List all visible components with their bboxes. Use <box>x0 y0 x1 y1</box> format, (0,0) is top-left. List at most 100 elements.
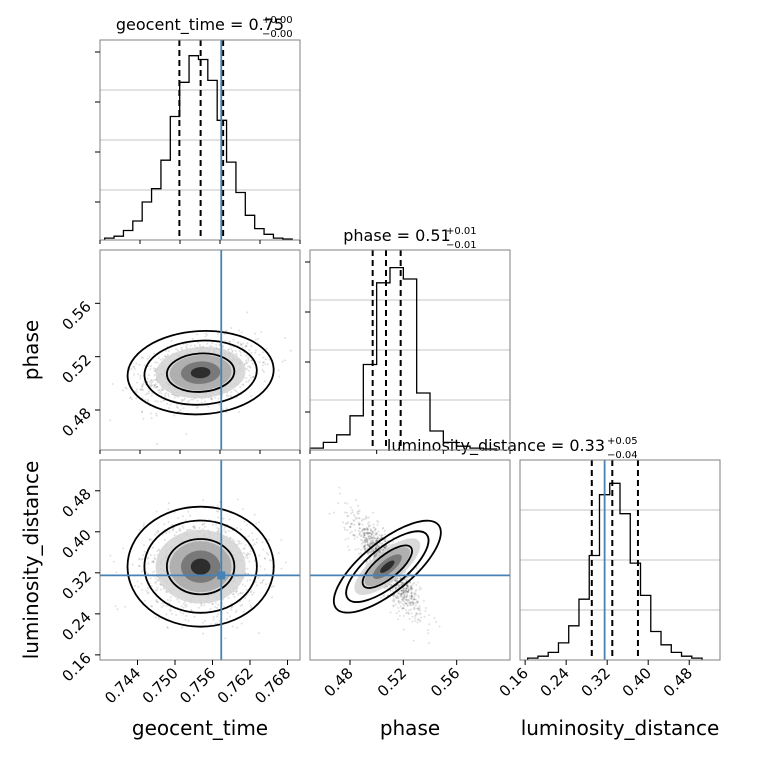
sample-point <box>150 538 153 541</box>
sample-point <box>401 580 404 583</box>
sample-point <box>217 397 220 400</box>
sample-point <box>245 377 248 380</box>
sample-point <box>178 529 181 532</box>
sample-point <box>416 607 419 610</box>
sample-point <box>372 537 375 540</box>
sample-point <box>230 347 233 350</box>
sample-point <box>367 524 370 527</box>
sample-point <box>419 613 422 616</box>
sample-point <box>363 539 366 542</box>
title-geocent-time-sub: −0.00 <box>262 29 293 40</box>
sample-point <box>255 541 258 544</box>
sample-point <box>153 557 156 560</box>
sample-point <box>367 525 370 528</box>
sample-point <box>221 408 224 411</box>
sample-point <box>350 512 353 515</box>
sample-point <box>167 521 170 524</box>
sample-point <box>344 538 347 541</box>
sample-point <box>369 541 372 544</box>
sample-point <box>140 558 143 561</box>
sample-point <box>406 591 409 594</box>
sample-point <box>245 354 248 357</box>
sample-point <box>382 526 385 529</box>
sample-point <box>225 407 228 410</box>
title-geocent-time: geocent_time = 0.75 <box>116 15 284 35</box>
sample-point <box>328 512 331 515</box>
sample-point <box>248 349 251 352</box>
sample-point <box>374 548 377 551</box>
sample-point <box>364 539 367 542</box>
sample-point <box>405 594 408 597</box>
sample-point <box>245 361 248 364</box>
sample-point <box>406 585 409 588</box>
sample-point <box>259 581 262 584</box>
sample-point <box>383 546 386 549</box>
sample-point <box>157 529 160 532</box>
sample-point <box>405 584 408 587</box>
sample-point <box>367 545 370 548</box>
sample-point <box>377 551 380 554</box>
sample-point <box>401 602 404 605</box>
sample-point <box>338 492 341 495</box>
sample-point <box>167 350 170 353</box>
sample-point <box>187 619 190 622</box>
sample-point <box>360 542 363 545</box>
sample-point <box>392 540 395 543</box>
sample-point <box>375 538 378 541</box>
sample-point <box>402 597 405 600</box>
sample-point <box>226 611 229 614</box>
sample-point <box>146 377 149 380</box>
sample-point <box>116 608 119 611</box>
sample-point <box>281 360 284 363</box>
sample-point <box>403 591 406 594</box>
xtick-label-geocent-time: 0.756 <box>176 664 219 707</box>
sample-point <box>190 398 193 401</box>
sample-point <box>149 577 152 580</box>
sample-point <box>162 357 165 360</box>
sample-point <box>357 512 360 515</box>
sample-point <box>197 606 200 609</box>
sample-point <box>383 546 386 549</box>
sample-point <box>184 618 187 621</box>
sample-point <box>338 486 341 489</box>
xtick-label-geocent-time: 0.762 <box>214 664 257 707</box>
sample-point <box>359 530 362 533</box>
sample-point <box>183 397 186 400</box>
ylabel-luminosity-distance: luminosity_distance <box>19 461 43 660</box>
scatter-group <box>310 486 510 645</box>
sample-point <box>364 515 367 518</box>
sample-point <box>373 549 376 552</box>
sample-point <box>270 585 273 588</box>
hist-frame <box>519 459 721 661</box>
sample-point <box>251 593 254 596</box>
sample-point <box>413 617 416 620</box>
sample-point <box>411 615 414 618</box>
sample-point <box>363 527 366 530</box>
sample-point <box>252 591 255 594</box>
sample-point <box>418 612 421 615</box>
sample-point <box>132 373 135 376</box>
sample-point <box>349 522 352 525</box>
sample-point <box>246 311 249 314</box>
sample-point <box>369 524 372 527</box>
sample-point <box>241 592 244 595</box>
sample-point <box>373 555 376 558</box>
sample-point <box>231 349 234 352</box>
sample-point <box>147 390 150 393</box>
sample-point <box>371 530 374 533</box>
sample-point <box>212 616 215 619</box>
sample-point <box>151 546 154 549</box>
sample-point <box>258 554 261 557</box>
sample-point <box>400 594 403 597</box>
sample-point <box>397 606 400 609</box>
sample-point <box>371 540 374 543</box>
sample-point <box>242 548 245 551</box>
sample-point <box>148 355 151 358</box>
sample-point <box>236 543 239 546</box>
sample-point <box>193 344 196 347</box>
sample-point <box>413 619 416 622</box>
sample-point <box>216 606 219 609</box>
sample-point <box>169 596 172 599</box>
sample-point <box>146 557 149 560</box>
sample-point <box>289 349 292 352</box>
